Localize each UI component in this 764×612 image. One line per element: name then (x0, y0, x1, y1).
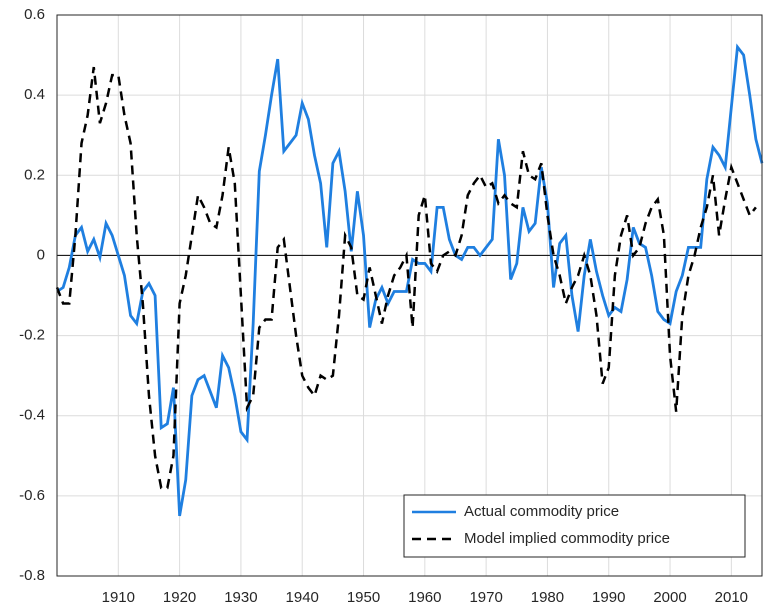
x-tick-label: 1950 (347, 589, 380, 606)
legend: Actual commodity price Model implied comm… (403, 494, 746, 558)
x-tick-label: 1980 (531, 589, 564, 606)
y-tick-label: -0.8 (19, 567, 45, 584)
x-tick-label: 2010 (715, 589, 748, 606)
x-tick-label: 2000 (653, 589, 686, 606)
y-tick-label: -0.2 (19, 327, 45, 344)
x-tick-label: 1910 (102, 589, 135, 606)
y-tick-label: -0.6 (19, 487, 45, 504)
legend-box (403, 494, 746, 558)
y-tick-label: 0.2 (24, 166, 45, 183)
y-tick-label: -0.4 (19, 407, 45, 424)
x-tick-label: 1940 (286, 589, 319, 606)
y-tick-label: 0.6 (24, 6, 45, 23)
x-tick-label: 1970 (469, 589, 502, 606)
x-tick-label: 1990 (592, 589, 625, 606)
legend-label: Actual commodity price (464, 503, 619, 520)
x-tick-label: 1960 (408, 589, 441, 606)
series-line (55, 66, 757, 490)
y-tick-label: 0.4 (24, 86, 45, 103)
x-tick-label: 1920 (163, 589, 196, 606)
x-tick-label: 1930 (224, 589, 257, 606)
y-tick-label: 0 (37, 246, 45, 263)
legend-label: Model implied commodity price (464, 530, 670, 547)
plot-frame (56, 14, 763, 577)
plot-area (57, 15, 762, 576)
